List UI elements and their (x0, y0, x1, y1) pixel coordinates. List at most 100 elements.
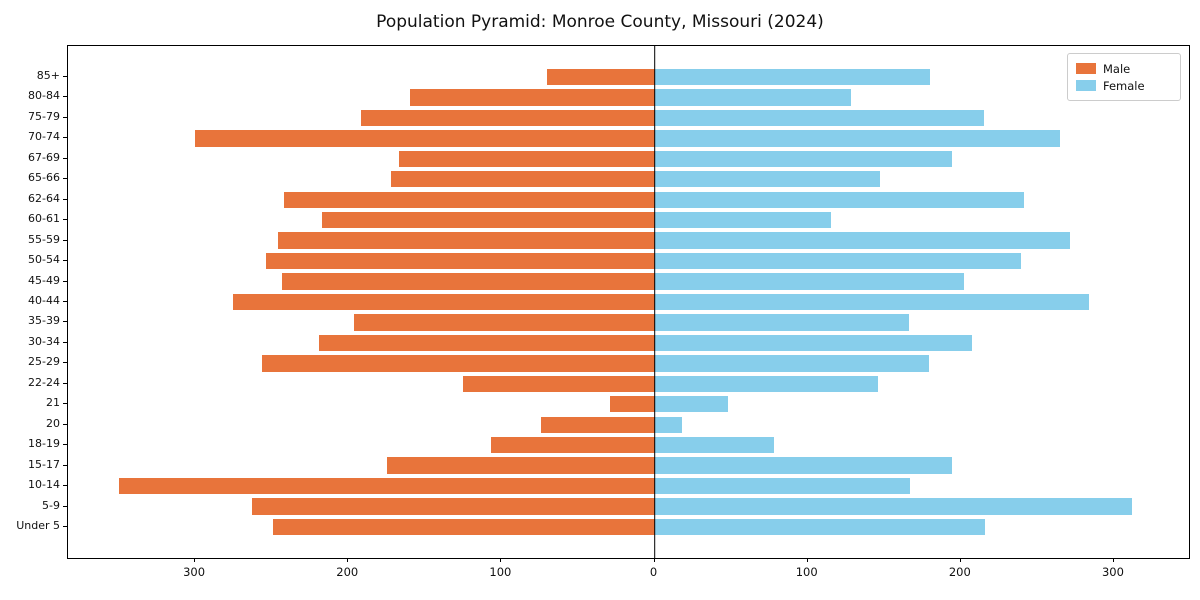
legend-item-male: Male (1076, 60, 1172, 77)
bar-male-under-5 (273, 518, 655, 536)
y-tick-label: 67-69 (28, 150, 60, 164)
y-tick-mark (63, 219, 67, 221)
x-tick-mark (653, 558, 655, 562)
bar-male-18-19 (490, 437, 655, 454)
y-tick-label: 5-9 (42, 498, 60, 512)
bar-female-85+ (654, 68, 931, 86)
zero-axis-line (653, 46, 656, 558)
bar-female-50-54 (654, 252, 1021, 270)
y-tick-label: 18-19 (28, 437, 60, 451)
y-tick-label: 15-17 (28, 457, 60, 471)
y-tick-mark (63, 137, 67, 139)
bar-male-80-84 (409, 89, 655, 106)
y-tick-mark (63, 157, 67, 159)
bar-female-55-59 (654, 232, 1070, 249)
x-tick-label: 100 (795, 565, 818, 579)
plot-area: Male Female (67, 45, 1190, 559)
x-tick-mark (500, 558, 502, 562)
y-tick-label: 25-29 (28, 355, 60, 369)
x-tick-mark (347, 558, 349, 562)
y-tick-label: 80-84 (28, 89, 60, 103)
x-tick-label: 300 (183, 565, 206, 579)
y-tick-mark (63, 239, 67, 241)
bar-male-85+ (547, 68, 655, 86)
bar-female-45-49 (654, 273, 964, 290)
bar-female-5-9 (654, 498, 1133, 515)
bar-female-15-17 (654, 457, 952, 474)
y-tick-label: 65-66 (28, 171, 60, 185)
y-tick-label: 55-59 (28, 232, 60, 246)
y-tick-label: Under 5 (16, 519, 60, 532)
y-tick-label: 85+ (36, 69, 60, 82)
y-tick-label: 75-79 (28, 109, 60, 123)
y-tick-mark (63, 96, 67, 98)
bar-male-10-14 (118, 477, 655, 495)
y-tick-mark (63, 198, 67, 200)
y-tick-mark (63, 362, 67, 364)
y-tick-mark (63, 301, 67, 302)
y-tick-mark (63, 444, 67, 446)
bar-male-30-34 (319, 334, 655, 352)
y-tick-label: 62-64 (28, 191, 60, 205)
y-tick-label: 45-49 (28, 273, 60, 287)
bar-female-62-64 (654, 191, 1024, 208)
bar-female-22-24 (654, 375, 879, 392)
male-color-swatch (1076, 63, 1096, 74)
y-tick-mark (63, 178, 67, 180)
y-tick-mark (63, 485, 67, 487)
bar-male-21 (610, 396, 655, 413)
x-tick-label: 300 (1101, 565, 1124, 579)
female-color-swatch (1076, 80, 1096, 91)
y-tick-mark (63, 260, 67, 262)
y-tick-label: 20 (46, 416, 60, 430)
bar-female-18-19 (654, 437, 774, 454)
x-tick-label: 100 (489, 565, 512, 579)
x-tick-mark (806, 558, 808, 562)
legend-label-male: Male (1103, 61, 1131, 76)
bar-female-80-84 (654, 89, 851, 106)
x-tick-label: 0 (649, 565, 658, 579)
bar-female-65-66 (654, 171, 880, 188)
y-tick-mark (63, 526, 67, 527)
bar-male-20 (541, 416, 655, 433)
bar-male-67-69 (398, 150, 655, 167)
y-tick-mark (63, 423, 67, 425)
legend-label-female: Female (1103, 78, 1145, 93)
bar-female-under-5 (654, 518, 986, 536)
y-tick-mark (63, 116, 67, 118)
y-tick-mark (63, 505, 67, 507)
bar-male-15-17 (386, 457, 655, 474)
bar-female-20 (654, 416, 683, 433)
y-tick-label: 40-44 (28, 294, 60, 307)
bar-male-25-29 (262, 355, 655, 372)
x-tick-label: 200 (336, 565, 359, 579)
y-tick-mark (63, 382, 67, 384)
bar-male-45-49 (282, 273, 655, 290)
bar-female-10-14 (654, 477, 911, 495)
y-tick-mark (63, 76, 67, 77)
chart-title: Population Pyramid: Monroe County, Misso… (376, 12, 824, 32)
bar-female-60-61 (654, 212, 831, 229)
x-tick-mark (194, 558, 196, 562)
legend: Male Female (1067, 53, 1181, 101)
bar-male-62-64 (283, 191, 655, 208)
bar-male-75-79 (360, 109, 655, 127)
bar-male-70-74 (195, 130, 655, 147)
bar-male-5-9 (251, 498, 655, 515)
bar-female-35-39 (654, 314, 909, 331)
x-tick-mark (1112, 558, 1114, 562)
bar-female-25-29 (654, 355, 929, 372)
y-tick-label: 35-39 (28, 314, 60, 328)
y-tick-mark (63, 341, 67, 343)
bar-female-21 (654, 396, 729, 413)
x-tick-mark (959, 558, 961, 562)
bar-male-55-59 (277, 232, 655, 249)
bar-female-70-74 (654, 130, 1061, 147)
bar-female-30-34 (654, 334, 972, 352)
bar-male-35-39 (354, 314, 655, 331)
y-tick-mark (63, 321, 67, 323)
y-tick-mark (63, 464, 67, 466)
y-tick-label: 60-61 (28, 212, 60, 226)
bar-male-65-66 (391, 171, 655, 188)
